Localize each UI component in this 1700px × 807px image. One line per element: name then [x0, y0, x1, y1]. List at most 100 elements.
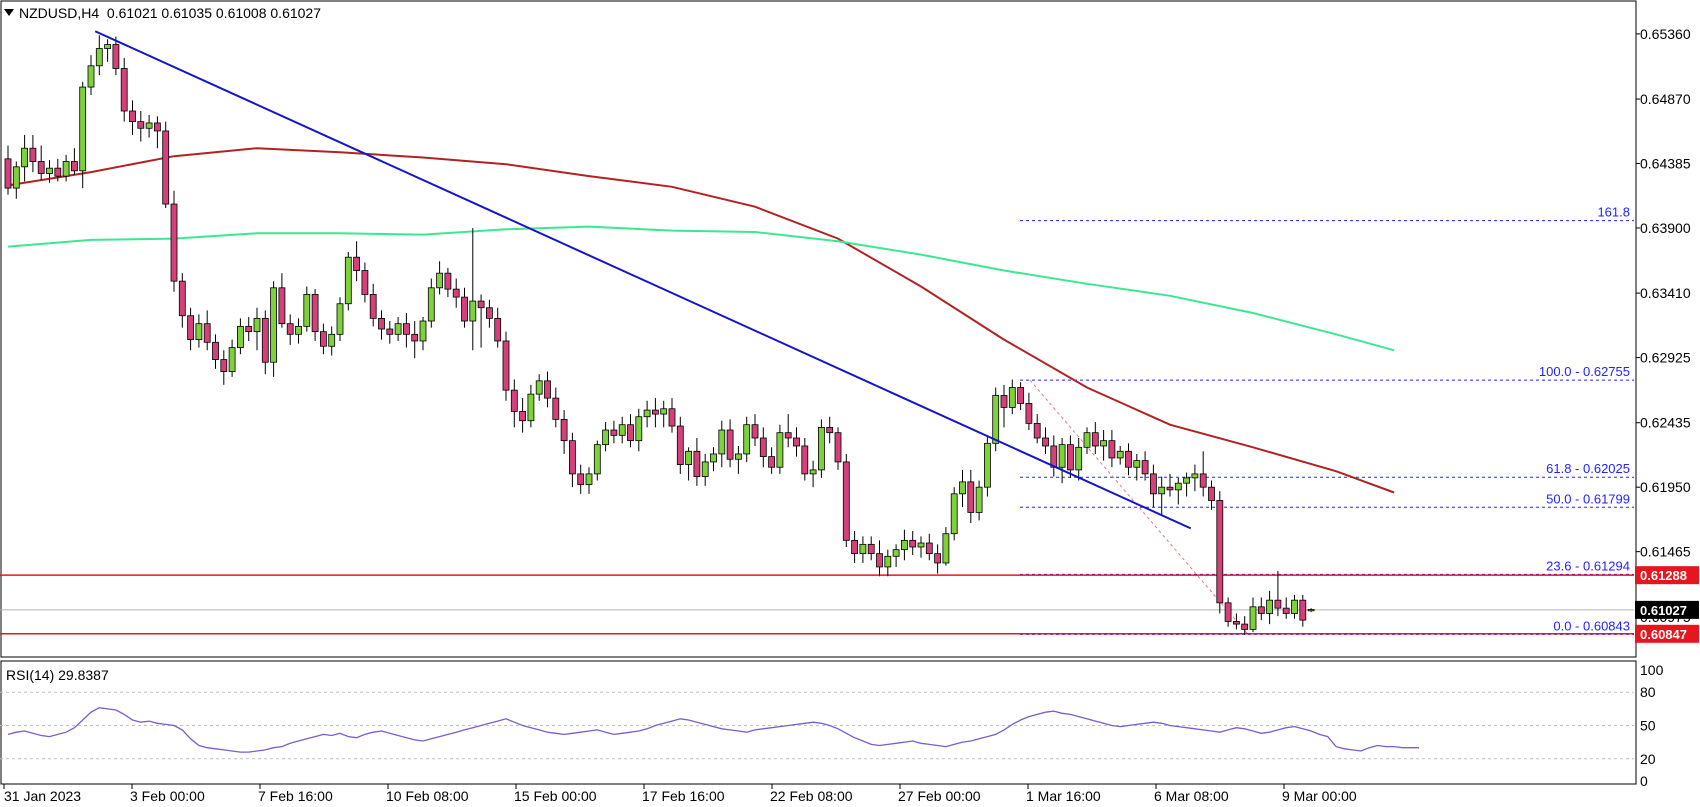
- rsi-label: RSI(14): [6, 667, 55, 683]
- candle-body: [610, 429, 618, 436]
- candles: [4, 35, 1315, 635]
- candle-body: [54, 167, 62, 177]
- candle-body: [959, 481, 966, 495]
- candle-body: [1042, 437, 1049, 447]
- candle-body: [1266, 599, 1273, 614]
- candle-body: [618, 424, 626, 436]
- candle-body: [585, 473, 593, 485]
- candle-body: [477, 300, 485, 309]
- candle-body: [1224, 602, 1232, 622]
- candle-body: [768, 456, 775, 468]
- candle-body: [743, 424, 751, 455]
- candle-body: [336, 303, 344, 335]
- price-tick-label: 0.65360: [1640, 26, 1691, 42]
- candle-body: [876, 553, 883, 568]
- candle-body: [751, 424, 759, 439]
- price-tick-label: 0.62925: [1640, 350, 1691, 366]
- candle-body: [1033, 422, 1041, 439]
- candle-body: [950, 493, 958, 535]
- candle-body: [187, 315, 195, 341]
- price-tag-support-low: 0.60847: [1640, 627, 1687, 642]
- candle-body: [220, 359, 228, 372]
- candle-body: [104, 44, 111, 49]
- rsi-header: RSI(14) 29.8387: [6, 667, 109, 683]
- candle-body: [461, 296, 468, 322]
- fibonacci-levels: 161.8 100.0 - 0.62755 61.8 - 0.62025 50.0 -…: [0, 205, 1634, 635]
- candle-body: [1008, 387, 1016, 408]
- candle-body: [203, 323, 211, 343]
- moving-averages: [7, 147, 1395, 494]
- candle-body: [469, 300, 477, 322]
- price-tick-label: 0.64385: [1640, 156, 1691, 172]
- candle-body: [112, 44, 120, 69]
- candle-body: [120, 68, 128, 112]
- candle-body: [1191, 473, 1199, 479]
- candle-body: [394, 323, 402, 335]
- candle-body: [1257, 606, 1265, 614]
- candle-body: [901, 539, 908, 551]
- collapse-triangle-icon[interactable]: [4, 9, 14, 16]
- candle-body: [925, 542, 933, 555]
- candle-body: [552, 397, 560, 420]
- candle-body: [984, 442, 991, 488]
- candle-body: [46, 167, 53, 174]
- candle-body: [378, 317, 385, 330]
- candle-body: [37, 161, 45, 174]
- candle-body: [62, 161, 70, 177]
- candle-body: [867, 543, 875, 555]
- candle-body: [859, 543, 867, 555]
- candle-body: [212, 341, 219, 360]
- candle-body: [344, 256, 352, 305]
- candle-body: [710, 453, 717, 463]
- candle-body: [286, 323, 294, 335]
- candle-body: [693, 450, 701, 477]
- time-axis: 31 Jan 2023 3 Feb 00:00 7 Feb 16:00 10 Feb …: [3, 784, 1357, 804]
- candle-body: [87, 65, 95, 88]
- candle-body: [295, 325, 302, 335]
- candle-body: [253, 317, 261, 333]
- trendline[interactable]: [94, 30, 1192, 530]
- candle-body: [676, 425, 684, 465]
- candle-body: [270, 287, 278, 363]
- candle-body: [793, 437, 800, 447]
- candle-body: [1083, 432, 1091, 448]
- candle-body: [776, 432, 784, 468]
- candle-body: [419, 320, 427, 342]
- candle-body: [1017, 387, 1024, 404]
- price-tick-label: 0.61465: [1640, 544, 1691, 560]
- candle-body: [975, 486, 983, 513]
- rsi-line-group: [7, 707, 1419, 753]
- candle-body: [162, 130, 170, 205]
- candle-body: [510, 389, 518, 412]
- candle-body: [934, 553, 941, 564]
- candle-body: [1125, 450, 1132, 468]
- time-tick-label: 17 Feb 16:00: [642, 788, 725, 804]
- rsi-pane-frame: [0, 660, 1637, 785]
- price-tick-label: 0.61950: [1640, 479, 1691, 495]
- price-tag-box: [1635, 600, 1699, 619]
- candle-body: [834, 432, 842, 463]
- rsi-axis: 100 80 50 20 0: [1640, 662, 1664, 789]
- candle-body: [236, 325, 244, 349]
- candle-body: [1141, 460, 1149, 475]
- candle-body: [319, 331, 327, 347]
- price-tick-label: 0.63900: [1640, 220, 1691, 236]
- symbol-label: NZDUSD,H4: [19, 5, 100, 21]
- candle-body: [1282, 607, 1290, 614]
- candle-body: [452, 288, 460, 298]
- candle-body: [602, 429, 609, 446]
- candle-body: [369, 294, 377, 319]
- rsi-tick-label: 100: [1640, 662, 1664, 678]
- candle-body: [386, 328, 394, 335]
- fib-level-label: 61.8 - 0.62025: [1546, 461, 1630, 476]
- candle-body: [303, 294, 311, 327]
- candle-body: [967, 481, 975, 513]
- time-tick-label: 22 Feb 08:00: [770, 788, 853, 804]
- candle-body: [1100, 440, 1107, 447]
- candle-body: [560, 418, 568, 442]
- candle-body: [909, 539, 917, 548]
- price-tag-support-high: 0.61288: [1640, 568, 1687, 583]
- candle-body: [701, 461, 709, 477]
- candle-body: [261, 317, 269, 363]
